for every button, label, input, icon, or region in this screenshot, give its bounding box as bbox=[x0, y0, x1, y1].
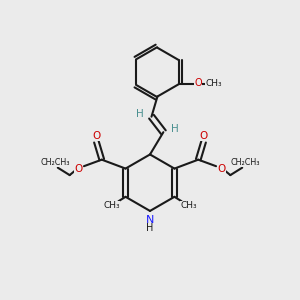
Text: CH₂CH₃: CH₂CH₃ bbox=[40, 158, 70, 167]
Text: CH₃: CH₃ bbox=[180, 201, 197, 210]
Text: O: O bbox=[92, 131, 101, 141]
Text: H: H bbox=[136, 109, 143, 119]
Text: H: H bbox=[171, 124, 179, 134]
Text: H: H bbox=[146, 223, 154, 233]
Text: O: O bbox=[217, 164, 226, 174]
Text: O: O bbox=[194, 78, 202, 88]
Text: CH₃: CH₃ bbox=[103, 201, 120, 210]
Text: O: O bbox=[74, 164, 83, 174]
Text: N: N bbox=[146, 215, 154, 225]
Text: O: O bbox=[200, 131, 208, 141]
Text: CH₃: CH₃ bbox=[205, 79, 222, 88]
Text: CH₂CH₃: CH₂CH₃ bbox=[230, 158, 260, 167]
